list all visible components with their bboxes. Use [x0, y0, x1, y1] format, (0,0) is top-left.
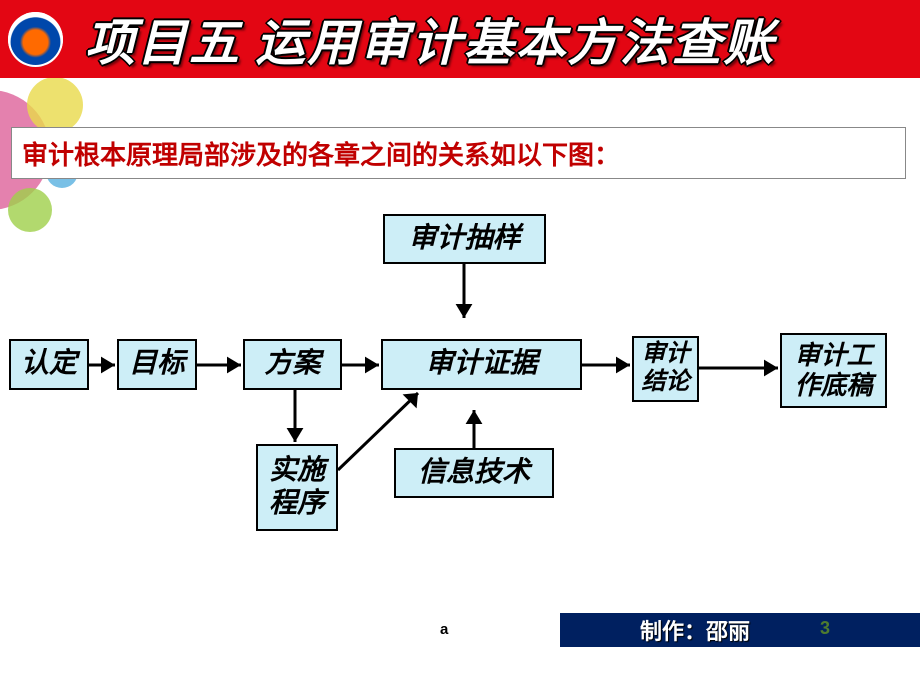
- footer-credit: 制作：邵丽: [560, 613, 920, 647]
- node-label: 审计抽样: [408, 223, 520, 255]
- logo-icon: [8, 12, 63, 67]
- subtitle-text: 审计根本原理局部涉及的各章之间的关系如以下图：: [22, 135, 620, 172]
- node-chou_yang: 审计抽样: [383, 214, 546, 264]
- node-di_gao: 审计工 作底稿: [780, 333, 887, 408]
- header-bar: 项目五 运用审计基本方法查账: [0, 0, 920, 78]
- node-zheng_ju: 审计证据: [381, 339, 582, 390]
- node-label: 认定: [21, 348, 77, 380]
- page-number: 3: [820, 618, 830, 639]
- node-label: 审计工 作底稿: [794, 341, 872, 401]
- node-label: 实施 程序: [269, 455, 325, 519]
- slide: 项目五 运用审计基本方法查账 审计根本原理局部涉及的各章之间的关系如以下图： 认…: [0, 0, 920, 690]
- node-label: 信息技术: [418, 457, 530, 489]
- deco-circle: [8, 188, 52, 232]
- node-ren_ding: 认定: [9, 339, 89, 390]
- node-fang_an: 方案: [243, 339, 342, 390]
- subtitle-box: 审计根本原理局部涉及的各章之间的关系如以下图：: [11, 127, 906, 179]
- node-xin_xi: 信息技术: [394, 448, 554, 498]
- deco-circle: [27, 77, 83, 133]
- node-label: 方案: [264, 348, 320, 380]
- node-label: 目标: [129, 348, 185, 380]
- node-shi_shi: 实施 程序: [256, 444, 338, 531]
- footer-mark: a: [440, 621, 448, 638]
- slide-title: 项目五 运用审计基本方法查账: [85, 3, 776, 75]
- node-label: 审计 结论: [642, 341, 690, 396]
- node-jie_lun: 审计 结论: [632, 336, 699, 402]
- node-mu_biao: 目标: [117, 339, 197, 390]
- node-label: 审计证据: [425, 348, 537, 380]
